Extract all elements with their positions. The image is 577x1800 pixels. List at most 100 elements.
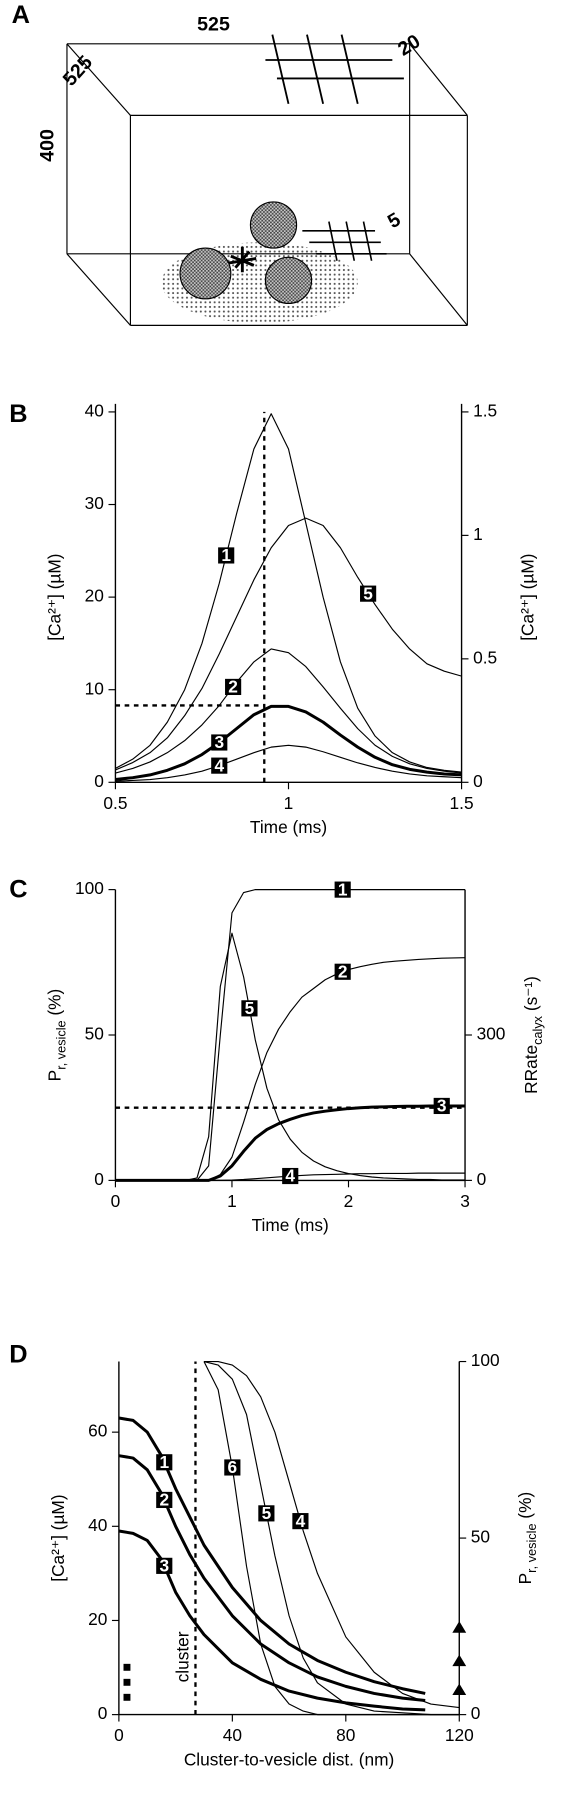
y-tick-label: 30	[85, 493, 104, 513]
y-tick-label: 0	[98, 1703, 108, 1723]
series-label-box	[224, 1459, 241, 1476]
series-line	[118, 1454, 426, 1702]
y2-tick-label: 0	[473, 771, 483, 791]
series-label: 3	[214, 732, 224, 752]
y-axis-title: Pr, vesicle (%)	[44, 989, 69, 1082]
series-label: 3	[159, 1556, 169, 1576]
y-tick-label: 20	[88, 1609, 107, 1629]
series-label: 3	[437, 1096, 447, 1116]
panel-a: A 525 525 400 20 5	[12, 1, 468, 326]
series-line	[115, 413, 462, 773]
y-axis-title: [Ca²⁺] (µM)	[47, 1494, 67, 1581]
series-label: 5	[262, 1503, 272, 1523]
series-label-box	[218, 547, 235, 564]
series-line	[115, 704, 462, 782]
dimension-label: 400	[37, 129, 59, 162]
dimension-label: 525	[197, 14, 230, 36]
series-label-box	[211, 734, 228, 751]
y-tick-label: 40	[85, 400, 104, 420]
series-label: 4	[214, 755, 224, 775]
series-label: 4	[285, 1166, 295, 1186]
axis-title-sub: calyx	[531, 1015, 545, 1045]
y-tick-label: 20	[85, 586, 104, 606]
series-line	[115, 648, 462, 774]
series-line	[203, 1361, 460, 1716]
x-tick-label: 80	[336, 1725, 355, 1745]
axis-title-sub: r, vesicle	[526, 1523, 540, 1572]
axis-title-text: (%)	[44, 989, 64, 1021]
x-tick-label: 2	[344, 1191, 354, 1211]
series-label: 2	[159, 1490, 169, 1510]
dimension-label: 525	[59, 51, 97, 90]
series-line	[115, 744, 462, 782]
x-tick-label: 120	[445, 1725, 474, 1745]
series-line	[115, 889, 466, 1181]
axis-title-text: RRate	[521, 1045, 541, 1094]
y-tick-label: 60	[88, 1421, 107, 1441]
series-label: 4	[296, 1511, 306, 1531]
series-label-box	[225, 678, 242, 696]
x-tick-label: 0	[111, 1191, 121, 1211]
y2-tick-label: 300	[477, 1024, 506, 1044]
x-axis-title: Time (ms)	[250, 817, 327, 837]
series-label: 1	[338, 879, 348, 899]
y2-tick-label: 0	[477, 1169, 487, 1189]
panel-letter: A	[12, 1, 30, 29]
x-tick-label: 1	[227, 1191, 237, 1211]
series-label-box	[360, 585, 377, 602]
y2-axis-title: Pr, vesicle (%)	[515, 1492, 540, 1585]
series-label-box	[156, 1491, 173, 1509]
series-line	[115, 517, 462, 771]
x-tick-label: 0	[114, 1725, 124, 1745]
series-label: 1	[221, 545, 231, 565]
y-axis-title: [Ca²⁺] (µM)	[44, 553, 64, 640]
y2-tick-label: 1.5	[473, 400, 497, 420]
y2-tick-label: 100	[471, 1350, 500, 1370]
series-label-box	[433, 1097, 450, 1115]
x-axis-title: Cluster-to-vesicle dist. (nm)	[184, 1749, 395, 1769]
series-label: 2	[228, 677, 238, 697]
dimension-label: 5	[384, 209, 405, 234]
panel-letter: D	[9, 1340, 27, 1368]
axis-title-text: P	[515, 1573, 535, 1585]
series-label-box	[282, 1167, 299, 1185]
series-label-box	[292, 1513, 309, 1530]
y2-tick-label: 0.5	[473, 647, 497, 667]
y-tick-label: 0	[94, 771, 104, 791]
series-label-box	[334, 881, 351, 898]
series-line	[118, 1416, 426, 1695]
x-tick-label: 1.5	[450, 793, 474, 813]
y-tick-label: 50	[85, 1024, 104, 1044]
x-tick-label: 1	[284, 793, 294, 813]
series-label-box	[156, 1557, 173, 1574]
x-tick-label: 40	[223, 1725, 242, 1745]
x-tick-label: 0.5	[103, 793, 127, 813]
series-label: 1	[159, 1452, 169, 1472]
y2-axis-title: RRatecalyx (s⁻¹)	[521, 976, 546, 1094]
series-label: 5	[363, 583, 373, 603]
y2-axis-title: [Ca²⁺] (µM)	[517, 553, 537, 640]
x-axis-title: Time (ms)	[252, 1215, 329, 1235]
guide-label: cluster	[172, 1631, 192, 1682]
y2-tick-label: 0	[471, 1703, 481, 1723]
series-line	[115, 932, 466, 1181]
series-label: 6	[228, 1457, 238, 1477]
panel-letter: C	[9, 875, 27, 903]
y-tick-label: 10	[85, 678, 104, 698]
series-label-box	[258, 1505, 275, 1522]
series-line	[203, 1360, 460, 1709]
series-line	[203, 1360, 460, 1716]
x-tick-label: 3	[460, 1191, 470, 1211]
series-line	[115, 957, 466, 1181]
axis-title-text: (%)	[515, 1492, 535, 1524]
series-label-box	[156, 1454, 173, 1471]
series-label-box	[334, 963, 351, 980]
series-line	[118, 1529, 426, 1712]
series-label-box	[241, 1000, 258, 1017]
axis-title-text: [Ca²⁺] (µM)	[517, 553, 537, 640]
panel-letter: B	[9, 400, 27, 428]
axis-title-text: [Ca²⁺] (µM)	[47, 1494, 67, 1581]
y-tick-label: 100	[75, 878, 104, 898]
axis-title-text: P	[44, 1070, 64, 1082]
